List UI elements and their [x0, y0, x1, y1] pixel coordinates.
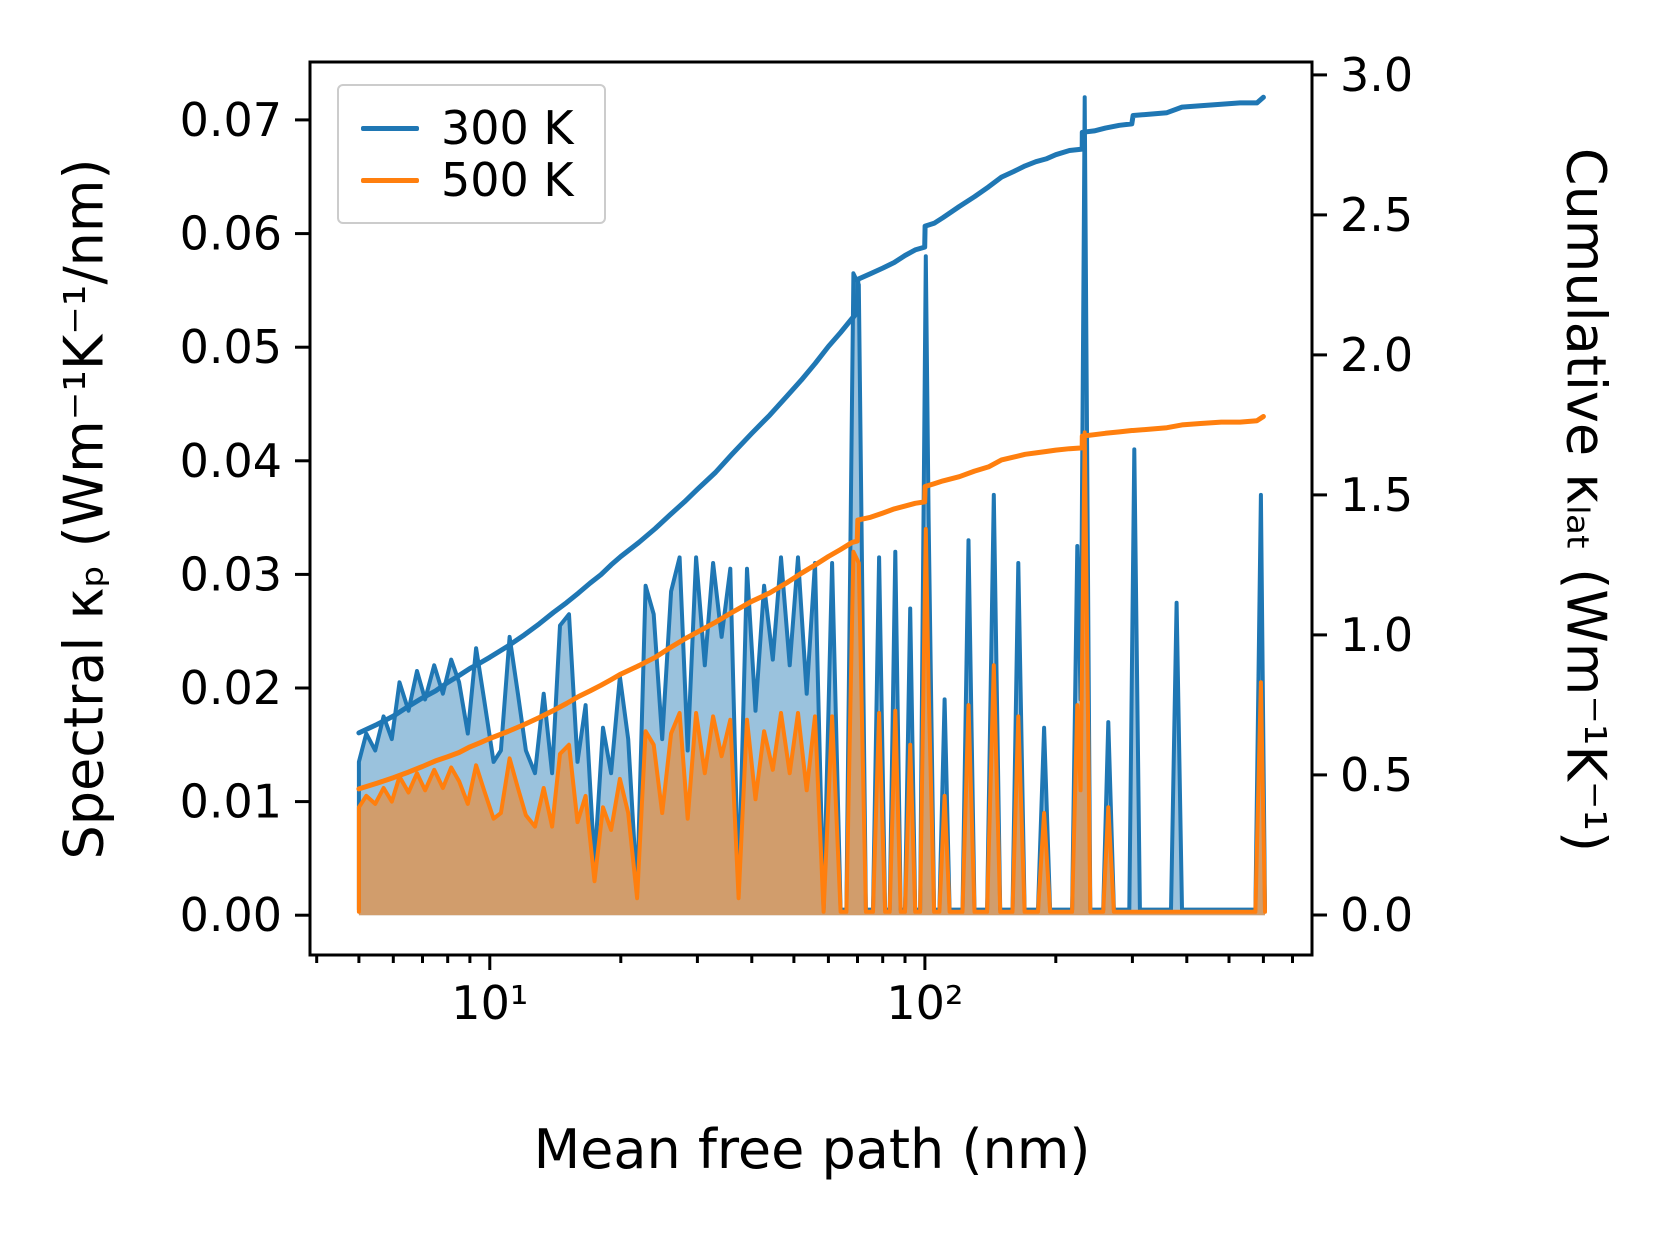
y-right-tick-label: 2.0: [1340, 328, 1413, 382]
y-axis-label-right: Cumulative κₗₐₜ (Wm⁻¹K⁻¹): [1554, 147, 1618, 853]
legend-line-500k-icon: [361, 177, 419, 183]
cumulative-500K-line: [356, 414, 1266, 792]
legend-label-500k: 500 K: [441, 153, 574, 207]
spectral-500K-line: [356, 430, 1267, 914]
legend-line-300k-icon: [361, 125, 419, 131]
x-tick-label: 10²: [886, 976, 963, 1030]
spectral-300K-line: [356, 95, 1267, 912]
x-tick-label: 10¹: [451, 976, 528, 1030]
legend-item-300k: 300 K: [361, 102, 574, 154]
y-left-tick-label: 0.00: [180, 888, 282, 942]
y-axis-label-left: Spectral κₚ (Wm⁻¹K⁻¹/nm): [52, 158, 116, 860]
y-left-tick-label: 0.04: [180, 434, 282, 488]
y-right-tick-label: 2.5: [1340, 188, 1413, 242]
legend: 300 K 500 K: [337, 84, 606, 224]
y-left-tick-label: 0.01: [180, 775, 282, 829]
y-left-tick-label: 0.03: [180, 547, 282, 601]
y-left-tick-label: 0.06: [180, 207, 282, 261]
y-right-tick-label: 1.5: [1340, 468, 1413, 522]
cumulative-300K-line: [356, 94, 1266, 736]
y-left-tick-label: 0.02: [180, 661, 282, 715]
y-left-tick-label: 0.07: [180, 93, 282, 147]
y-left-tick-label: 0.05: [180, 320, 282, 374]
plot-border: [308, 60, 1314, 957]
y-right-tick-label: 0.5: [1340, 748, 1413, 802]
x-axis-label: Mean free path (nm): [533, 1118, 1091, 1181]
axes-ticks: 10¹ 10² 0.00 0.01 0.02 0.03 0.04 0.05 0.06 0.07 0.…: [180, 48, 1414, 1030]
y-right-tick-label: 3.0: [1340, 48, 1413, 102]
y-right-tick-label: 0.0: [1340, 888, 1413, 942]
legend-item-500k: 500 K: [361, 154, 574, 206]
y-right-tick-label: 1.0: [1340, 608, 1413, 662]
legend-label-300k: 300 K: [441, 101, 574, 155]
